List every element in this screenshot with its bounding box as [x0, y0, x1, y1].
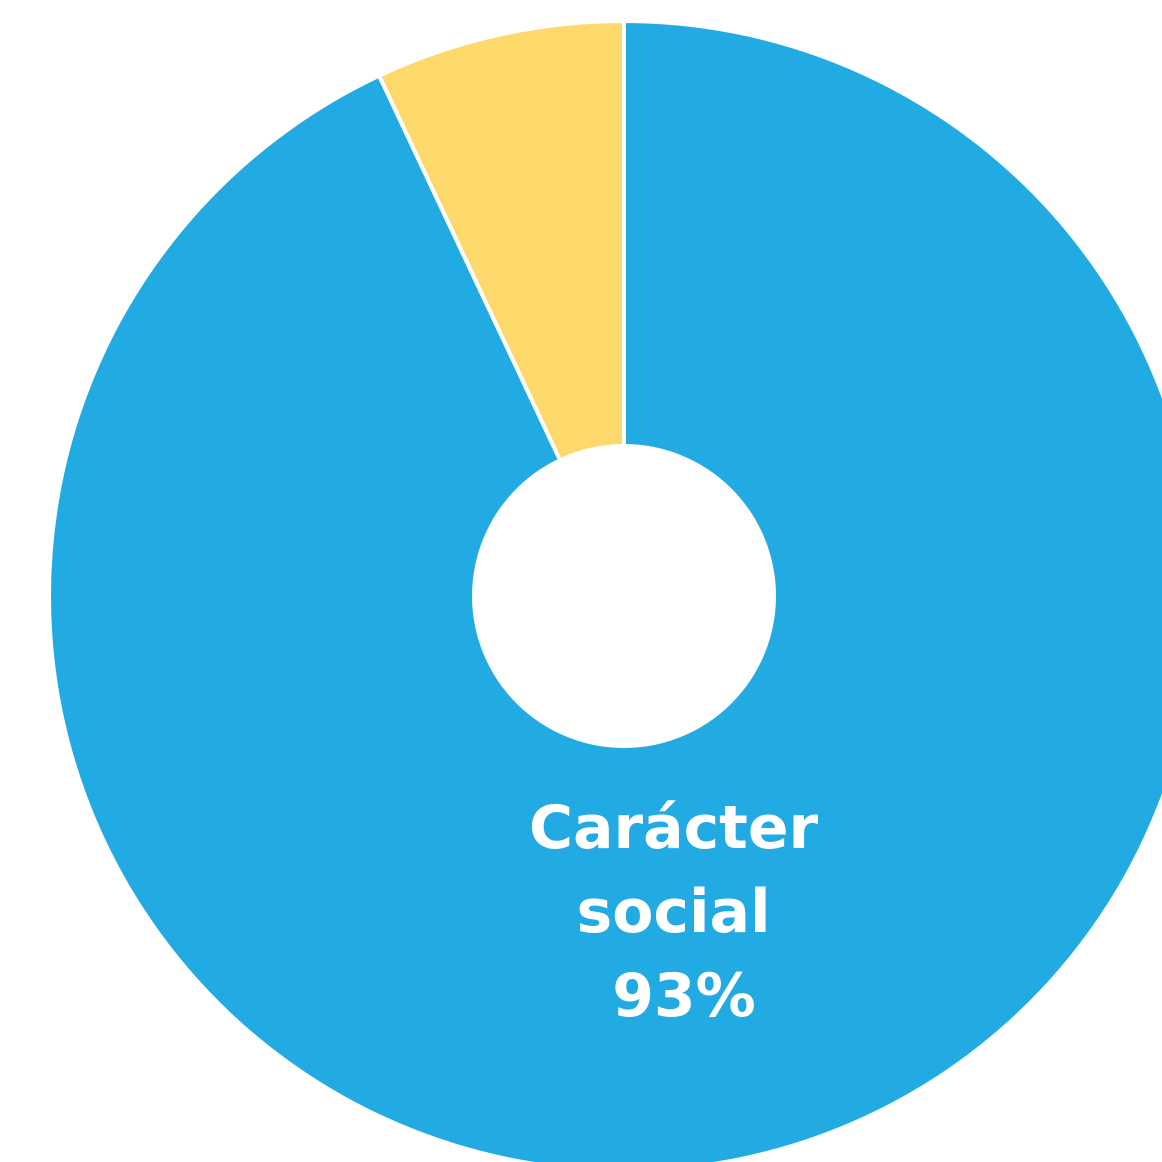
slice-label-line-2: social: [576, 877, 770, 947]
slice-other: [377, 19, 626, 598]
slice-label-social: Carácter social 93%: [529, 793, 839, 1031]
slice-label-line-3: 93%: [612, 961, 756, 1031]
slice-label-line-1: Carácter: [529, 793, 819, 863]
donut-hole: [472, 444, 776, 748]
